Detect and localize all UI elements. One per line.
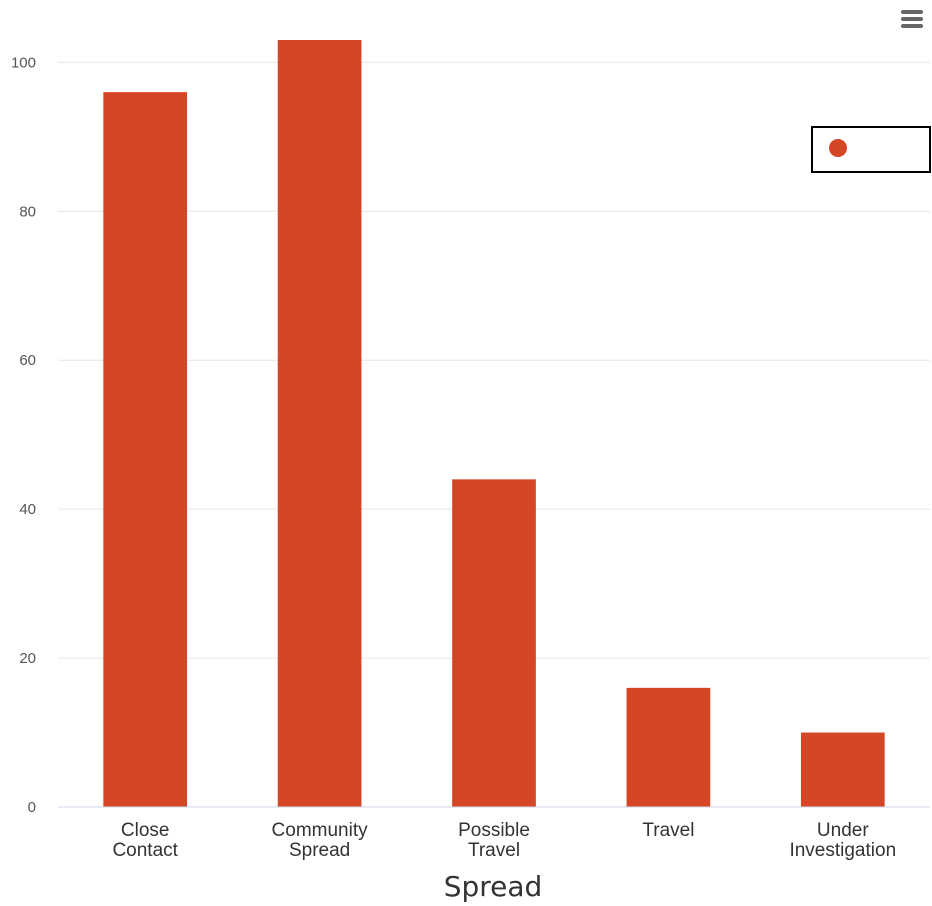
legend[interactable] [811,126,931,173]
y-tick-label: 0 [28,799,36,816]
bar[interactable] [800,732,885,807]
bars [103,40,885,807]
x-category-label: Possible Travel [458,820,530,861]
x-category-label: Close Contact [112,820,178,861]
x-category-label: Travel [642,820,694,841]
bar[interactable] [626,687,711,807]
x-category-label: Under Investigation [789,820,896,861]
bar[interactable] [103,92,188,807]
x-axis-category-labels: Close Contact Community Spread Possible Trave… [112,820,896,861]
x-axis-title: Spread [444,870,543,903]
y-tick-label: 20 [19,650,36,667]
y-tick-label: 100 [11,54,36,71]
x-category-label: Community Spread [272,820,369,861]
y-tick-label: 40 [19,501,36,518]
legend-series-marker [829,139,847,157]
gridlines [58,61,930,659]
y-tick-label: 60 [19,352,36,369]
y-axis-tick-labels: 0 20 40 60 80 100 [11,54,36,816]
bar[interactable] [277,40,362,807]
hamburger-menu-icon[interactable] [899,8,925,28]
y-tick-label: 80 [19,203,36,220]
bar[interactable] [452,479,536,807]
